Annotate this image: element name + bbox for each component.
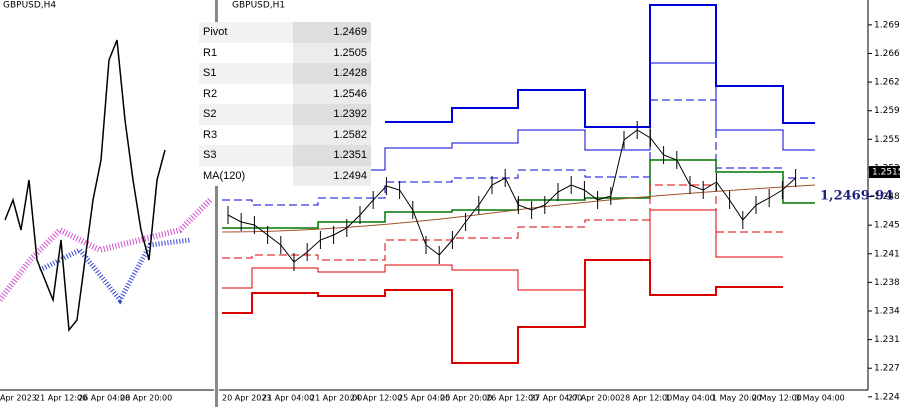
level-line <box>222 99 815 206</box>
x-tick-label: 1 May 04:00 <box>665 394 715 403</box>
x-tick-label: 20 Apr 2023 <box>222 394 271 403</box>
level-name: S2 <box>199 104 293 125</box>
level-value: 1.2546 <box>292 83 371 104</box>
y-tick-label: 1.2590 <box>874 106 900 116</box>
y-tick-label: 1.2625 <box>874 78 900 88</box>
y-tick-label: 1.2310 <box>874 335 900 345</box>
y-tick-label: 1.2415 <box>874 249 900 259</box>
level-name: R2 <box>199 83 293 104</box>
level-value: 1.2428 <box>292 63 371 84</box>
left-chart-bg <box>0 0 215 407</box>
level-value: 1.2494 <box>292 165 371 186</box>
x-tick-label: 1 May 20:00 <box>712 394 762 403</box>
y-tick-label: 1.2240 <box>874 392 900 402</box>
y-tick-label: 1.2485 <box>874 192 900 202</box>
ichimoku-cloud <box>38 237 191 305</box>
left-price <box>4 39 166 332</box>
level-value: 1.2392 <box>292 104 371 125</box>
x-tick-label: 26 Apr 12:00 <box>486 394 538 403</box>
level-value: 1.2582 <box>292 124 371 145</box>
x-tick-label: 21 Apr 12:00 <box>35 394 87 403</box>
y-tick-label: 1.2345 <box>874 306 900 316</box>
x-tick-label: 27 Apr 04:00 <box>530 394 582 403</box>
y-tick-label: 1.2555 <box>874 135 900 145</box>
right-title: GBPUSD,H1 <box>232 1 285 11</box>
level-name: Pivot <box>199 22 293 43</box>
x-tick-label: 27 Apr 20:00 <box>568 394 620 403</box>
level-line <box>252 62 815 184</box>
x-tick-label: 21 Apr 20:00 <box>310 394 362 403</box>
y-tick-label: 1.2380 <box>874 278 900 288</box>
level-name: S1 <box>199 63 293 84</box>
y-tick-label: 1.2450 <box>874 221 900 231</box>
price-path <box>227 129 796 263</box>
level-line <box>222 259 783 364</box>
x-tick-label: 28 Apr 12:00 <box>620 394 672 403</box>
level-line <box>222 209 783 291</box>
ichimoku-cloud <box>0 197 213 302</box>
left-title: GBPUSD,H4 <box>3 1 56 11</box>
y-tick-label: 1.2695 <box>874 20 900 30</box>
y-tick-label: 1.2730 <box>874 0 900 2</box>
y-tick-label: 1.2275 <box>874 364 900 374</box>
level-name: S3 <box>199 145 293 166</box>
x-tick-label: 28 Apr 20:00 <box>120 394 172 403</box>
table-row: R2 1.2546 <box>199 83 371 104</box>
x-tick-label: 26 Apr 04:00 <box>78 394 130 403</box>
price-tag: 1.2515 <box>872 168 900 178</box>
table-row: S3 1.2351 <box>199 145 371 166</box>
level-line <box>222 184 783 261</box>
level-value: 1.2351 <box>292 145 371 166</box>
annotation: 1,2469-94 <box>820 189 893 204</box>
pivot-table: Pivot 1.2469 R1 1.2505 S1 1.2428 R2 1.2546 S2 1.2… <box>199 22 371 186</box>
x-tick-label: 24 Apr 12:00 <box>350 394 402 403</box>
level-name: R1 <box>199 42 293 63</box>
price-tag-bg <box>869 166 900 179</box>
table-row: S1 1.2428 <box>199 63 371 84</box>
table-row: MA(120) 1.2494 <box>199 165 371 186</box>
moving-average <box>221 184 816 233</box>
x-tick-label: 25 Apr 04:00 <box>398 394 450 403</box>
table-row: R1 1.2505 <box>199 42 371 63</box>
x-tick-label: 21 Apr 04:00 <box>262 394 314 403</box>
x-tick-label: Apr 2023 <box>0 394 37 403</box>
y-tick-label: 1.2660 <box>874 49 900 59</box>
table-row: S2 1.2392 <box>199 104 371 125</box>
table-row: Pivot 1.2469 <box>199 22 371 43</box>
table-row: R3 1.2582 <box>199 124 371 145</box>
x-tick-label: 2 May 12:00 <box>752 394 802 403</box>
level-value: 1.2469 <box>292 22 371 43</box>
level-name: R3 <box>199 124 293 145</box>
level-value: 1.2505 <box>292 42 371 63</box>
level-name: MA(120) <box>199 165 293 186</box>
x-tick-label: 3 May 04:00 <box>795 394 845 403</box>
level-line <box>385 4 815 128</box>
x-tick-label: 25 Apr 20:00 <box>440 394 492 403</box>
